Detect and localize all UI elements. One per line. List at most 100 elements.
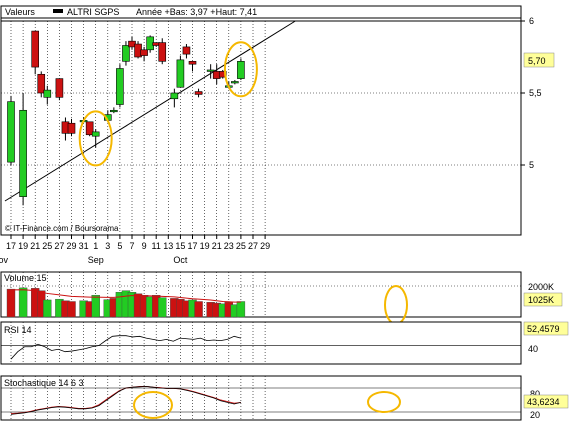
series-name: ALTRI SGPS (67, 7, 119, 17)
date-tick-label: 25 (42, 241, 52, 251)
volume-bar (91, 295, 100, 318)
stoch-last-value: 43,6234 (527, 397, 560, 407)
stoch-panel: Stochastique 14 6 3 80 43,6234 20 (0, 375, 569, 421)
candle-body (67, 122, 76, 134)
date-tick-label: 23 (224, 241, 234, 251)
candle-body (231, 81, 239, 84)
month-label: Oct (173, 255, 188, 265)
date-tick-label: 19 (200, 241, 210, 251)
stoch-k-line (10, 385, 241, 415)
date-tick-label: 7 (129, 241, 134, 251)
date-tick-label: 27 (54, 241, 64, 251)
price-panel: Valeurs ALTRI SGPS Année +Bas: 3,97 +Hau… (0, 5, 555, 236)
date-tick-label: 5 (117, 241, 122, 251)
date-tick-label: 9 (142, 241, 147, 251)
volume-bar (236, 301, 246, 318)
rsi-value-flag (523, 321, 569, 336)
date-tick-label: 3 (105, 241, 110, 251)
rsi-grid (1, 322, 521, 364)
candle-body (237, 61, 245, 79)
date-tick-label: 13 (163, 241, 173, 251)
rsi-panel: RSI 14 52,4579 40 (0, 321, 569, 365)
price-highlights-layer (78, 41, 258, 167)
candle-body (158, 42, 167, 62)
credit-text: © IT-Finance.com / Boursorama (5, 224, 119, 233)
date-tick-label: 17 (187, 241, 197, 251)
volume-bar (18, 287, 28, 318)
candle-body (218, 71, 227, 78)
volume-panel: Volume 15 2000K 1025K (0, 271, 563, 325)
volume-bar (43, 299, 52, 318)
price-highlight-circle (223, 41, 258, 98)
rsi-line-layer (10, 335, 242, 360)
candle-body (19, 109, 27, 197)
stoch-tick-20: 20 (530, 410, 540, 420)
date-tick-label: 27 (248, 241, 258, 251)
candle-body (7, 101, 15, 163)
price-trendline-layer (4, 20, 296, 202)
date-tick-label: 1 (93, 241, 98, 251)
last-price-label: 5,70 (528, 56, 546, 66)
date-tick-label: 21 (212, 241, 222, 251)
candle-body (206, 69, 215, 72)
volume-last-value: 1025K (528, 295, 554, 305)
candle-body (182, 46, 191, 55)
stoch-tick-80: 80 (530, 389, 540, 399)
candle-body (170, 92, 179, 100)
date-tick-label: 17 (6, 241, 16, 251)
date-tick-label: 11 (152, 241, 161, 251)
month-label: Sep (88, 255, 104, 265)
candle-body (91, 131, 100, 137)
volume-ma-line (10, 289, 241, 303)
candle-body (110, 109, 118, 113)
volume-ma-layer (10, 289, 241, 303)
date-tick-label: 29 (66, 241, 76, 251)
date-tick-label: 25 (236, 241, 246, 251)
candle-body (31, 30, 40, 68)
series-swatch (53, 9, 63, 13)
rsi-last-value: 52,4579 (527, 324, 560, 334)
date-tick-label: 15 (175, 241, 185, 251)
stoch-value-flag (523, 394, 569, 409)
date-tick-label: 21 (30, 241, 40, 251)
volume-bar (6, 288, 16, 318)
stoch-panel-frame (0, 375, 522, 421)
month-label: Nov (0, 255, 8, 265)
price-y-axis: 65,55 (521, 16, 542, 170)
candle-body (122, 45, 130, 62)
candle-body (43, 89, 52, 98)
rsi-line (10, 335, 242, 360)
date-tick-label: 31 (79, 241, 89, 251)
volume-value-flag (523, 292, 563, 307)
trendline (4, 20, 296, 202)
candle-body (37, 73, 46, 94)
volume-bar (158, 297, 167, 318)
candle-body (176, 59, 185, 88)
candle-body (140, 49, 148, 56)
rsi-tick-40: 40 (528, 344, 538, 354)
candle-body (194, 91, 203, 95)
candle-body (116, 68, 124, 105)
volume-bar (194, 301, 203, 318)
price-candles-layer (7, 30, 245, 206)
volume-bar (67, 301, 76, 318)
stoch-highlight-circle-left (133, 391, 173, 419)
volume-panel-frame (0, 271, 522, 318)
price-panel-frame (0, 5, 522, 236)
date-tick-label: 29 (260, 241, 270, 251)
stoch-lines-layer (10, 385, 241, 415)
volume-tick-2000k: 2000K (528, 282, 554, 292)
date-axis: 17 19 21 25 27 29 31 1 3 5 7 9 11 13 15 17 19 21 23 25 27 29S… (0, 235, 270, 265)
valeurs-label: Valeurs (5, 7, 35, 17)
candle-body (85, 121, 94, 136)
price-y-tick-label: 5 (529, 160, 534, 170)
stoch-title: Stochastique 14 6 3 (4, 378, 84, 388)
date-tick-label: 19 (18, 241, 28, 251)
stoch-highlight-circle-right (367, 391, 401, 413)
rsi-panel-frame (0, 321, 522, 365)
rsi-title: RSI 14 (4, 325, 32, 335)
volume-title: Volume 15 (4, 273, 47, 283)
price-y-tick-label: 6 (529, 16, 534, 26)
